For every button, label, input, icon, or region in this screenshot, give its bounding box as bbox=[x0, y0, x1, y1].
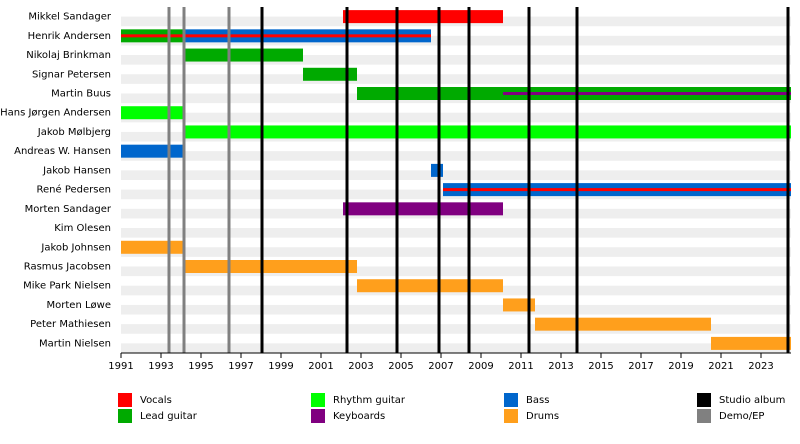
member-span bbox=[121, 106, 184, 120]
row-band bbox=[121, 112, 791, 123]
row-band bbox=[121, 266, 791, 277]
x-tick-label: 2011 bbox=[508, 361, 533, 372]
row-band bbox=[121, 343, 791, 353]
x-tick-label: 1991 bbox=[108, 361, 133, 372]
legend-swatch bbox=[697, 393, 711, 407]
legend-label: Demo/EP bbox=[719, 411, 764, 422]
span-stripe bbox=[503, 92, 791, 95]
member-label: Jakob Mølbjerg bbox=[37, 127, 111, 138]
row-band bbox=[121, 35, 791, 46]
legend-swatch bbox=[311, 393, 325, 407]
x-tick-label: 2021 bbox=[708, 361, 733, 372]
member-label: Rasmus Jacobsen bbox=[24, 262, 111, 273]
x-tick-label: 2019 bbox=[668, 361, 693, 372]
row-band bbox=[121, 247, 791, 257]
row-band bbox=[121, 170, 791, 180]
row-band bbox=[121, 151, 791, 161]
span-stripe bbox=[443, 188, 791, 192]
member-span bbox=[431, 163, 443, 177]
legend-label: Vocals bbox=[140, 395, 172, 406]
x-tick-label: 2015 bbox=[588, 361, 613, 372]
legend-label: Lead guitar bbox=[140, 411, 198, 422]
member-label: Morten Sandager bbox=[25, 204, 112, 215]
member-span bbox=[303, 67, 357, 81]
x-tick-label: 2017 bbox=[628, 361, 653, 372]
member-span bbox=[121, 240, 184, 254]
row-band bbox=[121, 228, 791, 238]
legend-label: Keyboards bbox=[333, 411, 385, 422]
legend-label: Rhythm guitar bbox=[333, 395, 406, 406]
x-tick-label: 1999 bbox=[268, 361, 293, 372]
x-tick-label: 1993 bbox=[148, 361, 173, 372]
x-tick-label: 2013 bbox=[548, 361, 573, 372]
legend-swatch bbox=[697, 409, 711, 423]
member-span bbox=[184, 125, 791, 139]
member-label: Nikolaj Brinkman bbox=[26, 50, 111, 61]
member-span bbox=[343, 202, 503, 216]
member-label: Jakob Hansen bbox=[42, 165, 111, 176]
member-span bbox=[343, 10, 503, 24]
member-label: Jakob Johnsen bbox=[40, 242, 111, 253]
x-tick-label: 2009 bbox=[468, 361, 493, 372]
x-tick-label: 1997 bbox=[228, 361, 253, 372]
legend-swatch bbox=[118, 393, 132, 407]
member-span bbox=[535, 317, 711, 331]
member-span bbox=[357, 87, 503, 100]
span-stripe bbox=[121, 34, 184, 38]
member-span bbox=[184, 260, 357, 273]
member-span bbox=[121, 144, 184, 158]
member-label: Mike Park Nielsen bbox=[23, 281, 111, 292]
legend-label: Studio album bbox=[719, 395, 785, 406]
row-band bbox=[121, 55, 791, 65]
member-label: Andreas W. Hansen bbox=[14, 146, 111, 157]
member-label: Mikkel Sandager bbox=[28, 12, 112, 23]
x-tick-label: 2023 bbox=[748, 361, 773, 372]
member-span bbox=[184, 48, 303, 62]
member-span bbox=[357, 279, 503, 293]
x-tick-label: 2003 bbox=[348, 361, 373, 372]
legend-swatch bbox=[504, 393, 518, 407]
member-label: Henrik Andersen bbox=[28, 31, 111, 42]
legend-swatch bbox=[118, 409, 132, 423]
row-band bbox=[121, 304, 791, 315]
member-span bbox=[711, 336, 791, 350]
member-label: Martin Nielsen bbox=[39, 338, 111, 349]
member-label: Morten Løwe bbox=[47, 300, 111, 311]
span-stripe bbox=[184, 34, 431, 38]
legend-swatch bbox=[504, 409, 518, 423]
x-tick-label: 2005 bbox=[388, 361, 413, 372]
legend-swatch bbox=[311, 409, 325, 423]
member-label: Hans Jørgen Andersen bbox=[0, 108, 111, 119]
row-band bbox=[121, 74, 791, 84]
member-label: René Pedersen bbox=[37, 184, 111, 196]
row-band bbox=[121, 324, 791, 334]
x-tick-label: 2007 bbox=[428, 361, 453, 372]
x-tick-label: 2001 bbox=[308, 361, 333, 372]
member-label: Signar Petersen bbox=[32, 69, 111, 80]
legend-label: Bass bbox=[526, 395, 549, 406]
x-tick-label: 1995 bbox=[188, 361, 213, 372]
legend-label: Drums bbox=[526, 411, 559, 422]
member-span bbox=[503, 298, 535, 312]
member-label: Martin Buus bbox=[51, 89, 111, 100]
member-label: Peter Mathiesen bbox=[30, 319, 111, 330]
member-label: Kim Olesen bbox=[54, 223, 111, 234]
